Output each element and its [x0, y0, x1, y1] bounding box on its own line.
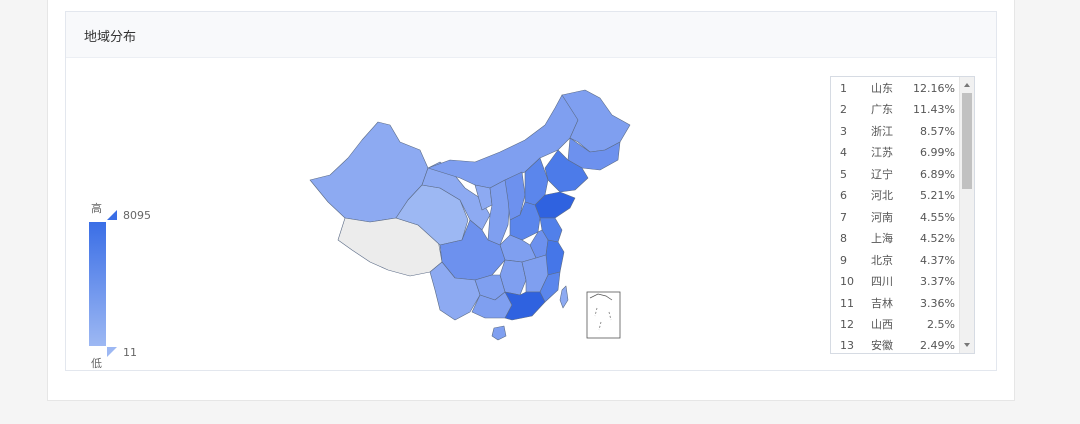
ranking-row-province: 辽宁 — [871, 167, 893, 181]
ranking-row-province: 河北 — [871, 189, 893, 203]
ranking-row-number: 1 — [840, 82, 847, 95]
ranking-row-number: 5 — [840, 167, 847, 181]
ranking-row[interactable]: 11 吉林 3.36% — [831, 293, 961, 314]
ranking-row-number: 4 — [840, 146, 847, 160]
ranking-row-share: 2.49% — [920, 339, 955, 353]
ranking-row-province: 广东 — [871, 103, 893, 117]
ranking-row-province: 山西 — [871, 317, 893, 331]
region-qinghai[interactable] — [395, 184, 469, 246]
ranking-row-province: 江苏 — [871, 146, 893, 160]
region-taiwan[interactable] — [559, 285, 569, 309]
ranking-row-province: 浙江 — [871, 124, 893, 138]
scrollbar-thumb[interactable] — [962, 93, 972, 189]
ranking-row-share: 5.21% — [920, 189, 955, 203]
region-guangdong[interactable] — [504, 291, 546, 321]
ranking-row-share: 4.55% — [920, 210, 955, 224]
ranking-row-share: 4.52% — [920, 232, 955, 246]
ranking-row[interactable]: 4 江苏 6.99% — [831, 142, 961, 163]
ranking-row-number: 12 — [840, 317, 854, 331]
ranking-row-number: 3 — [840, 124, 847, 138]
legend-low-label: 低 — [91, 357, 102, 370]
ranking-row-province: 山东 — [871, 82, 893, 95]
ranking-row[interactable]: 2 广东 11.43% — [831, 99, 961, 120]
panel-header: 地域分布 — [66, 12, 996, 58]
legend-min-value: 11 — [123, 346, 137, 359]
ranking-row[interactable]: 9 北京 4.37% — [831, 250, 961, 271]
ranking-row-province: 四川 — [871, 275, 893, 289]
ranking-row-number: 11 — [840, 296, 854, 310]
ranking-row-number: 9 — [840, 253, 847, 267]
ranking-row[interactable]: 8 上海 4.52% — [831, 228, 961, 249]
scroll-up-arrow-icon[interactable] — [964, 83, 970, 87]
ranking-row[interactable]: 6 河北 5.21% — [831, 185, 961, 206]
ranking-row-province: 河南 — [871, 210, 893, 224]
region-hubei[interactable] — [499, 234, 537, 263]
legend-gradient-bar[interactable] — [89, 222, 106, 346]
ranking-list[interactable]: 1 山东 12.16% 2 广东 11.43% 3 浙江 8.57% 4 江苏 6.99% 5 辽宁 6.8… — [830, 76, 975, 354]
ranking-row[interactable]: 13 安徽 2.49% — [831, 335, 961, 353]
scroll-down-arrow-icon[interactable] — [964, 343, 970, 347]
ranking-row-number: 2 — [840, 103, 847, 117]
ranking-row-province: 吉林 — [871, 296, 893, 310]
ranking-row-share: 8.57% — [920, 124, 955, 138]
ranking-row[interactable]: 12 山西 2.5% — [831, 314, 961, 335]
ranking-row-number: 13 — [840, 339, 854, 353]
ranking-row[interactable]: 10 四川 3.37% — [831, 271, 961, 292]
ranking-row-share: 11.43% — [913, 103, 955, 117]
region-liaoning[interactable] — [544, 149, 589, 193]
legend-max-handle[interactable] — [107, 210, 117, 220]
legend-max-value: 8095 — [123, 209, 151, 222]
ranking-row-province: 上海 — [871, 232, 893, 246]
south-china-sea-inset — [586, 291, 621, 339]
ranking-row-share: 6.99% — [920, 146, 955, 160]
ranking-row-share: 2.5% — [927, 317, 955, 331]
region-hainan[interactable] — [491, 325, 507, 341]
ranking-row-share: 3.36% — [920, 296, 955, 310]
ranking-row-share: 4.37% — [920, 253, 955, 267]
ranking-row[interactable]: 7 河南 4.55% — [831, 207, 961, 228]
ranking-row-number: 8 — [840, 232, 847, 246]
ranking-row[interactable]: 1 山东 12.16% — [831, 78, 961, 99]
ranking-row-number: 10 — [840, 275, 854, 289]
ranking-row-number: 7 — [840, 210, 847, 224]
legend-min-handle[interactable] — [107, 347, 117, 357]
ranking-row-share: 6.89% — [920, 167, 955, 181]
panel-title: 地域分布 — [84, 30, 137, 45]
china-choropleth-map[interactable] — [300, 80, 640, 345]
legend-high-label: 高 — [91, 202, 102, 215]
ranking-row-province: 安徽 — [871, 339, 893, 353]
ranking-row-share: 3.37% — [920, 275, 955, 289]
region-yunnan[interactable] — [429, 261, 481, 321]
ranking-row-share: 12.16% — [913, 82, 955, 95]
ranking-row-number: 6 — [840, 189, 847, 203]
ranking-row[interactable]: 5 辽宁 6.89% — [831, 164, 961, 185]
list-scrollbar[interactable] — [959, 77, 974, 353]
ranking-row-province: 北京 — [871, 253, 893, 267]
ranking-row[interactable]: 3 浙江 8.57% — [831, 121, 961, 142]
